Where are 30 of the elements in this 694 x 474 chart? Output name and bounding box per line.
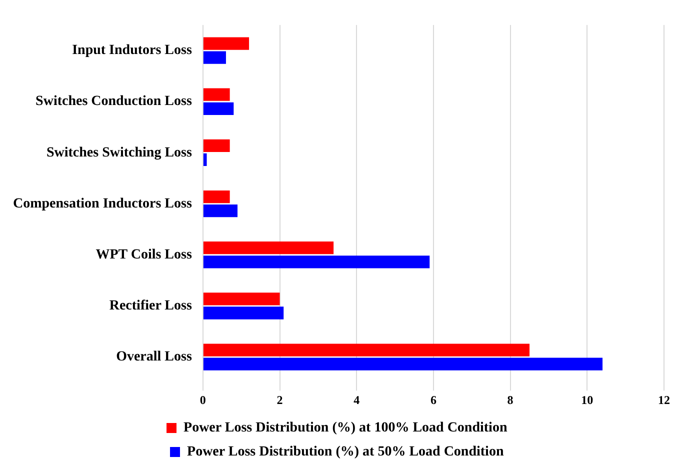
y-tick-label: WPT Coils Loss xyxy=(96,247,192,262)
bar xyxy=(203,88,230,101)
bar xyxy=(203,139,230,152)
bar xyxy=(203,292,280,306)
x-tick-label: 2 xyxy=(276,392,283,407)
y-tick-label: Rectifier Loss xyxy=(109,298,192,314)
bar xyxy=(203,306,284,320)
x-tick-label: 10 xyxy=(581,392,594,407)
y-tick-label: Input Indutors Loss xyxy=(72,43,192,58)
bar xyxy=(203,358,603,370)
y-tick-label: Compensation Inductors Loss xyxy=(12,196,192,212)
legend-label: Power Loss Distribution (%) at 50% Load Condition xyxy=(187,444,504,460)
bar xyxy=(203,37,250,50)
x-tick-label: 8 xyxy=(507,392,514,407)
bar xyxy=(203,190,230,204)
x-tick-label: 6 xyxy=(430,392,436,407)
bar xyxy=(203,204,238,218)
legend-label: Power Loss Distribution (%) at 100% Load Condition xyxy=(184,420,508,436)
bar xyxy=(203,153,207,166)
x-tick-label: 12 xyxy=(658,392,670,407)
bar xyxy=(203,256,430,268)
bar xyxy=(203,51,226,64)
y-tick-label: Overall Loss xyxy=(116,350,192,365)
bar xyxy=(203,344,530,356)
y-tick-label: Switches Conduction Loss xyxy=(36,94,192,110)
x-tick-label: 4 xyxy=(354,392,360,407)
bar xyxy=(203,102,234,115)
bar xyxy=(203,242,334,254)
x-tick-label: 0 xyxy=(200,392,206,407)
y-tick-label: Switches Switching Loss xyxy=(46,145,192,160)
